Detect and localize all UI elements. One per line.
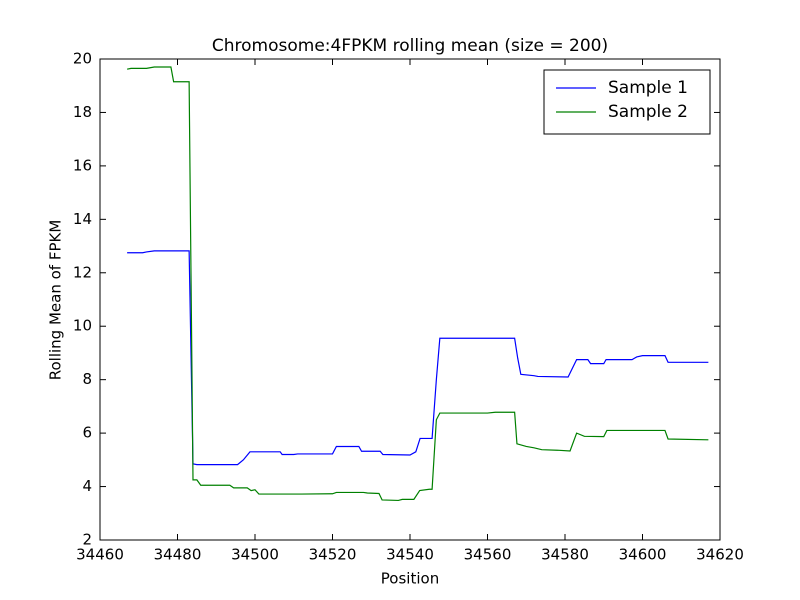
x-tick-label: 34560 xyxy=(464,546,512,564)
legend-label: Sample 2 xyxy=(608,102,688,122)
legend-label: Sample 1 xyxy=(608,78,688,98)
y-tick-label: 6 xyxy=(82,424,92,442)
y-tick-label: 8 xyxy=(82,370,92,388)
y-tick-label: 18 xyxy=(73,103,92,121)
x-tick-label: 34620 xyxy=(696,546,744,564)
chart-title: Chromosome:4FPKM rolling mean (size = 20… xyxy=(212,36,608,56)
y-tick-label: 20 xyxy=(73,50,92,68)
x-tick-label: 34500 xyxy=(231,546,279,564)
y-tick-label: 16 xyxy=(73,156,92,174)
y-tick-label: 14 xyxy=(73,210,92,228)
x-tick-label: 34600 xyxy=(619,546,667,564)
x-tick-label: 34580 xyxy=(541,546,589,564)
series-line xyxy=(127,66,709,502)
series-line xyxy=(127,250,709,466)
x-tick-label: 34480 xyxy=(154,546,202,564)
x-tick-label: 34540 xyxy=(386,546,434,564)
y-tick-label: 4 xyxy=(82,477,92,495)
x-tick-label: 34460 xyxy=(76,546,124,564)
y-tick-label: 10 xyxy=(73,317,92,335)
y-tick-label: 12 xyxy=(73,263,92,281)
legend-box xyxy=(543,69,711,135)
x-tick-label: 34520 xyxy=(309,546,357,564)
x-axis-label: Position xyxy=(381,570,439,588)
y-tick-label: 2 xyxy=(82,531,92,549)
plot-frame xyxy=(99,58,721,541)
y-axis-label: Rolling Mean of FPKM xyxy=(47,220,65,381)
